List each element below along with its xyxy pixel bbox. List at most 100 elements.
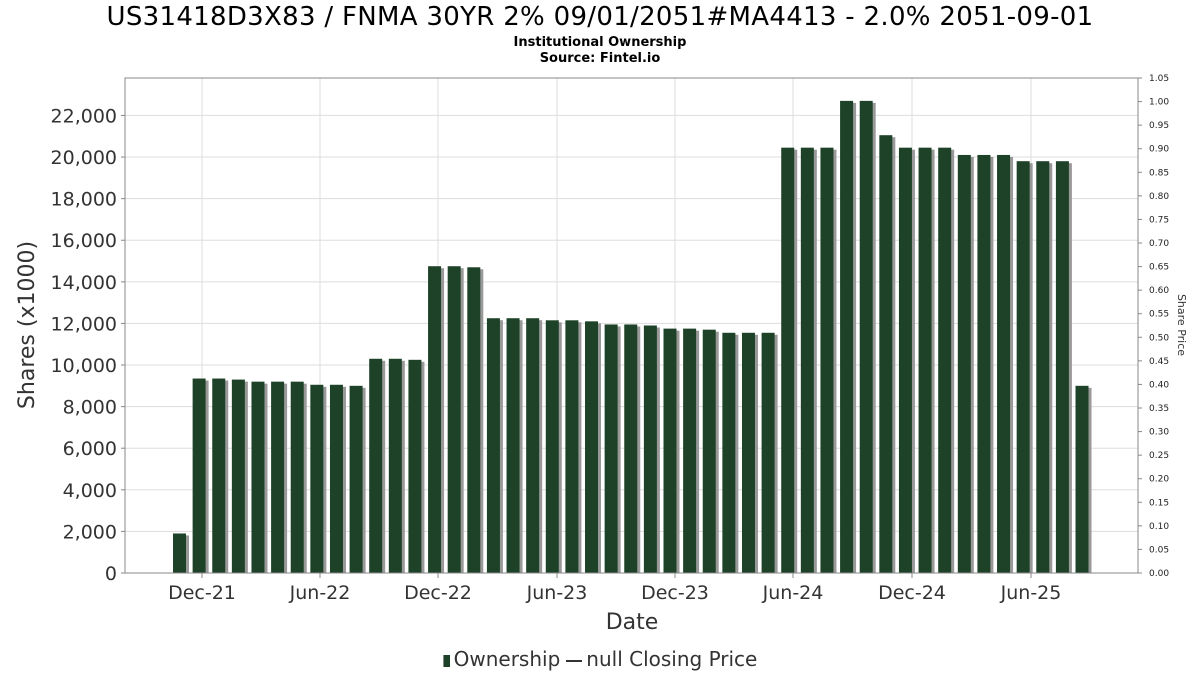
y-tick-label: 14,000 (51, 272, 117, 294)
bar (329, 384, 343, 573)
x-tick-label: Dec-21 (168, 582, 236, 604)
chart-source: Source: Fintel.io (539, 51, 661, 66)
bar (722, 332, 736, 573)
y2-tick-label: 0.40 (1149, 380, 1169, 390)
y2-tick-label: 0.95 (1149, 121, 1169, 131)
bar (741, 332, 755, 573)
bar (938, 147, 952, 573)
y2-tick-label: 0.45 (1149, 357, 1169, 367)
bar (447, 266, 461, 573)
y2-tick-label: 1.00 (1149, 98, 1169, 108)
y-axis-label: Shares (x1000) (15, 241, 40, 409)
bar (192, 378, 206, 573)
bar (840, 100, 854, 574)
bar (467, 267, 481, 573)
x-axis: Dec-21 Jun-22 Dec-22 Jun-23 Dec-23 Jun-24 Dec-… (168, 573, 1061, 604)
bar (604, 324, 618, 573)
bar (781, 147, 795, 573)
bar (506, 318, 520, 573)
bar (231, 379, 245, 573)
y2-tick-label: 0.80 (1149, 192, 1169, 202)
y2-tick-label: 0.55 (1149, 310, 1169, 320)
x-tick-label: Jun-23 (526, 582, 588, 604)
bar (585, 321, 599, 573)
y2-tick-label: 1.05 (1149, 74, 1169, 84)
bar (271, 381, 285, 573)
bar (428, 266, 442, 573)
bar (918, 147, 932, 573)
legend-price-label: null Closing Price (586, 647, 758, 671)
x-tick-label: Dec-23 (641, 582, 709, 604)
y2-tick-label: 0.20 (1149, 475, 1169, 485)
x-tick-label: Jun-22 (289, 582, 351, 604)
bar (1055, 161, 1069, 573)
bar (800, 147, 814, 573)
y2-tick-label: 0.25 (1149, 451, 1169, 461)
bar (859, 100, 873, 574)
chart-title: US31418D3X83 / FNMA 30YR 2% 09/01/2051#M… (106, 2, 1094, 32)
bar (349, 385, 363, 573)
x-tick-label: Jun-25 (1000, 582, 1062, 604)
bar (369, 358, 383, 573)
bar (290, 381, 304, 573)
plot-area-frame (124, 77, 1139, 574)
bar (820, 147, 834, 573)
y2-axis-label: Share Price (1175, 294, 1188, 356)
bar (486, 318, 500, 573)
bar (388, 358, 402, 573)
bar (1075, 385, 1089, 573)
bar (545, 320, 559, 573)
bar (997, 154, 1011, 573)
bar (526, 318, 540, 573)
y-tick-label: 6,000 (63, 438, 117, 460)
bars (173, 100, 1092, 574)
y-tick-label: 12,000 (51, 313, 117, 335)
y2-tick-label: 0.70 (1149, 239, 1169, 249)
bar (643, 325, 657, 573)
legend-ownership-label: Ownership (453, 647, 561, 671)
y2-tick-label: 0.00 (1149, 569, 1169, 579)
y-tick-label: 2,000 (63, 521, 117, 543)
y-tick-label: 18,000 (51, 189, 117, 211)
y2-tick-label: 0.15 (1149, 498, 1169, 508)
legend-price-line (566, 659, 583, 662)
x-tick-label: Dec-24 (878, 582, 946, 604)
x-axis-label: Date (606, 610, 659, 635)
legend-ownership-swatch (442, 654, 450, 667)
bar (683, 328, 697, 573)
y2-tick-label: 0.90 (1149, 145, 1169, 155)
y2-tick-label: 0.10 (1149, 522, 1169, 532)
bar (1036, 161, 1050, 573)
y-tick-label: 0 (105, 563, 117, 585)
y-tick-label: 20,000 (51, 147, 117, 169)
bar (310, 384, 324, 573)
bar (408, 359, 422, 573)
bar (702, 329, 716, 573)
bar (212, 378, 226, 573)
y2-tick-label: 0.75 (1149, 215, 1169, 225)
bar (663, 328, 677, 573)
y2-tick-label: 0.65 (1149, 263, 1169, 273)
bar (251, 381, 265, 573)
y-tick-label: 8,000 (63, 397, 117, 419)
y-tick-label: 16,000 (51, 230, 117, 252)
x-tick-label: Dec-22 (404, 582, 472, 604)
bar (624, 324, 638, 573)
bar (879, 135, 893, 573)
bar (173, 533, 186, 573)
y-axis: 0 2,000 4,000 6,000 8,000 10,000 12,000 14,000 1… (51, 105, 125, 585)
y-tick-label: 10,000 (51, 355, 117, 377)
bar (898, 147, 912, 573)
y-tick-label: 4,000 (63, 480, 117, 502)
y2-tick-label: 0.30 (1149, 428, 1169, 438)
bar (1016, 161, 1030, 573)
y2-tick-label: 0.05 (1149, 545, 1169, 555)
y2-axis: 0.00 0.05 0.10 0.15 0.20 0.25 0.30 0.35 0.40 0.45… (1138, 74, 1169, 579)
y2-tick-label: 0.60 (1149, 286, 1169, 296)
x-tick-label: Jun-24 (762, 582, 824, 604)
bar (957, 154, 971, 573)
y2-tick-label: 0.35 (1149, 404, 1169, 414)
chart-subtitle: Institutional Ownership (513, 35, 687, 50)
legend: Ownership null Closing Price (0, 647, 1200, 671)
